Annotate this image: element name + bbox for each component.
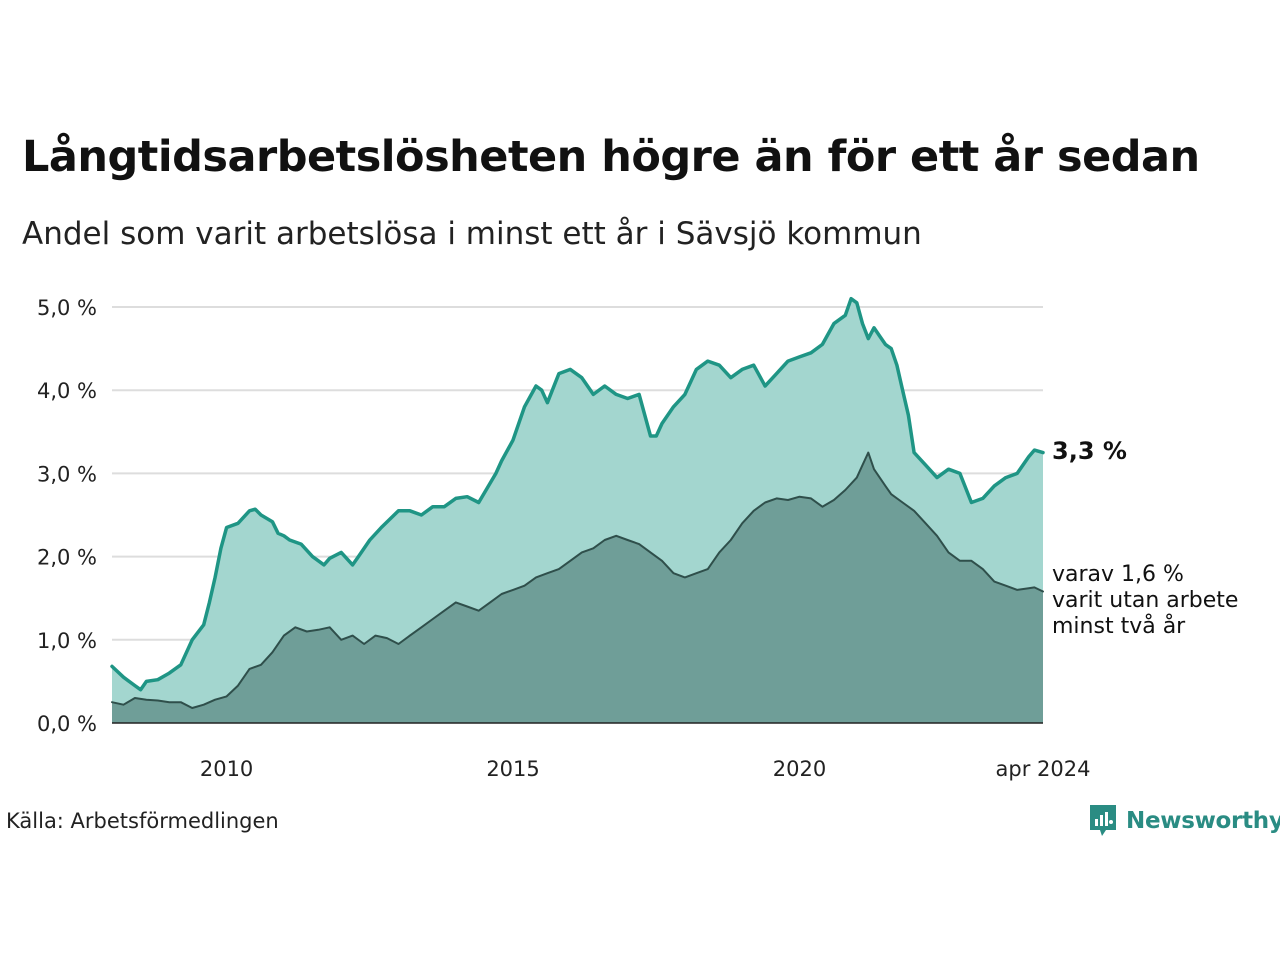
long-term-area (112, 452, 1043, 723)
y-tick-label: 1,0 % (37, 629, 97, 653)
long-end-line3: minst två år (1052, 614, 1186, 639)
y-tick-label: 2,0 % (37, 546, 97, 570)
x-tick-label: 2010 (200, 757, 253, 781)
x-tick-label: 2015 (486, 757, 539, 781)
total-line (110, 296, 1045, 692)
brand-name: Newsworthy (1126, 808, 1280, 834)
brand-logo[interactable]: Newsworthy (1088, 803, 1280, 839)
long-term-line (111, 451, 1044, 709)
newsworthy-logo-icon (1090, 805, 1116, 836)
total-end-label: 3,3 % (1052, 437, 1127, 465)
y-tick-label: 0,0 % (37, 712, 97, 736)
chart-subtitle: Andel som varit arbetslösa i minst ett å… (22, 216, 922, 252)
y-tick-label: 5,0 % (37, 296, 97, 320)
series-lines (110, 296, 1045, 724)
series-areas (112, 298, 1043, 723)
x-tick-label: 2020 (773, 757, 826, 781)
long-end-line2: varit utan arbete (1052, 588, 1239, 613)
source-note: Källa: Arbetsförmedlingen (6, 809, 279, 833)
y-tick-label: 3,0 % (37, 462, 97, 486)
x-tick-label: apr 2024 (996, 757, 1091, 781)
y-tick-label: 4,0 % (37, 379, 97, 403)
long-term-end-label: varav 1,6 % varit utan arbete minst två … (1052, 562, 1238, 640)
chart-title: Långtidsarbetslösheten högre än för ett … (22, 132, 1200, 182)
x-axis-ticks: 2010 2015 2020 apr 2024 (200, 757, 1091, 781)
y-axis-ticks: 0,0 % 1,0 % 2,0 % 3,0 % 4,0 % 5,0 % (37, 296, 97, 736)
long-end-line1: varav 1,6 % (1052, 562, 1184, 587)
